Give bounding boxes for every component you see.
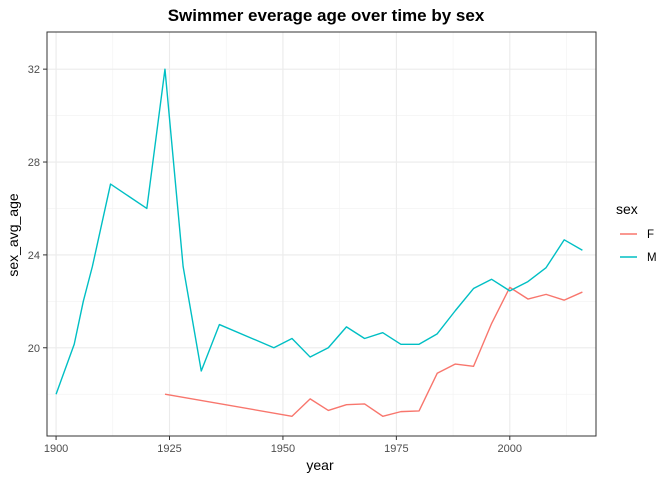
legend: FM (620, 229, 657, 264)
x-tick-label: 1950 (271, 443, 295, 455)
chart-title: Swimmer everage age over time by sex (168, 6, 485, 25)
y-axis: 20 24 28 32 (28, 64, 47, 355)
y-tick-label: 32 (28, 64, 40, 76)
x-tick-label: 1925 (157, 443, 181, 455)
y-axis-label: sex_avg_age (5, 193, 21, 277)
legend-label-f: F (647, 229, 654, 241)
panel-border (46, 31, 597, 437)
y-tick-label: 24 (28, 250, 40, 262)
legend-label-m: M (647, 252, 657, 264)
series-lines (55, 68, 583, 417)
y-tick-label: 28 (28, 157, 40, 169)
x-axis: 1900 1925 1950 1975 2000 (44, 436, 522, 455)
x-tick-label: 1900 (44, 443, 68, 455)
x-tick-label: 2000 (498, 443, 522, 455)
series-line-f (164, 286, 583, 417)
x-tick-label: 1975 (384, 443, 408, 455)
legend-title: sex (616, 201, 638, 217)
series-line-m (55, 68, 583, 395)
grid-lines (47, 32, 596, 436)
y-tick-label: 20 (28, 343, 40, 355)
x-axis-label: year (306, 457, 334, 473)
